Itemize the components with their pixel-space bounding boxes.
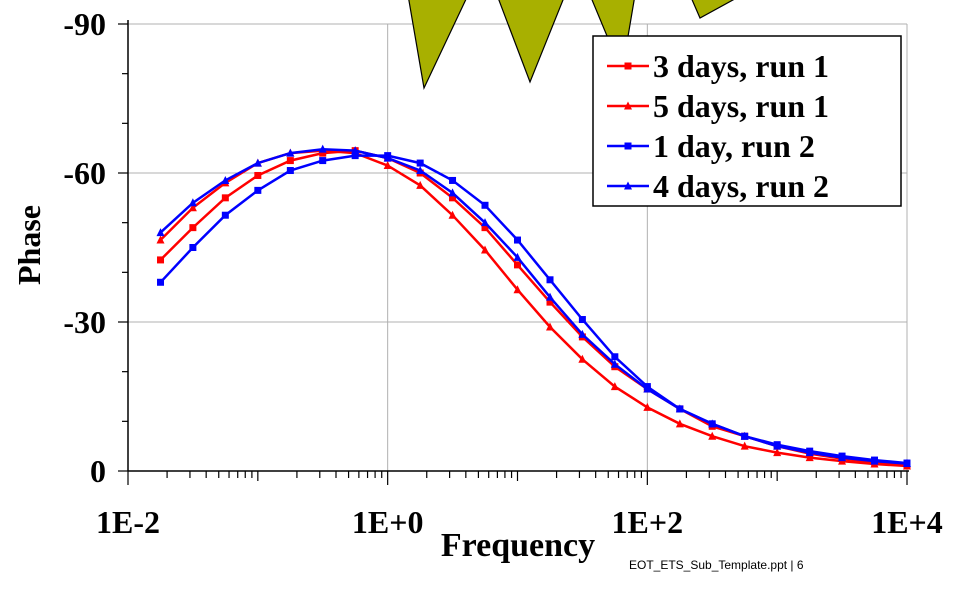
footer-note: EOT_ETS_Sub_Template.ppt | 6 (629, 558, 804, 572)
axes: 0 -30 -60 -90 1E-2 1E+0 1E+2 1E+4 (63, 6, 942, 540)
data-point-square (481, 201, 489, 209)
data-point-triangle (351, 146, 360, 155)
data-point-triangle (513, 285, 522, 294)
data-point-square (319, 157, 327, 165)
y-tick-label: -60 (63, 155, 106, 191)
data-point-triangle (416, 180, 425, 189)
legend-box (592, 35, 902, 207)
data-point-triangle (740, 431, 749, 440)
data-point-square (189, 244, 197, 251)
y-tick-label: -30 (63, 304, 106, 340)
data-point-triangle (156, 235, 165, 244)
y-tick-label: 0 (90, 453, 106, 489)
data-point-square (189, 224, 197, 232)
data-point-triangle (546, 322, 555, 331)
data-point-square (449, 176, 457, 184)
data-point-triangle (318, 144, 327, 153)
data-point-triangle (481, 245, 490, 254)
data-point-square (546, 298, 554, 306)
data-point-triangle (903, 459, 911, 468)
data-point-triangle (708, 419, 717, 428)
data-point-square (578, 316, 586, 324)
data-point-square (157, 278, 165, 286)
data-point-triangle (448, 210, 457, 219)
star-spike (498, 0, 564, 84)
data-point-triangle (188, 203, 197, 212)
x-axis-title: Frequency (441, 527, 595, 564)
data-point-square (221, 211, 229, 219)
legend-item: 5 days, run 1 (607, 88, 829, 124)
series-line (159, 147, 908, 465)
data-point-square (416, 159, 424, 167)
data-point-square (514, 236, 521, 244)
data-point-triangle (383, 161, 392, 170)
legend-item: 3 days, run 1 (607, 48, 829, 84)
data-point-triangle (624, 101, 632, 110)
series-4-days-run-2 (156, 144, 911, 468)
legend-label: 1 day, run 2 (653, 128, 815, 164)
data-point-square (611, 353, 619, 361)
data-point-triangle (643, 384, 652, 393)
x-tick-label: 1E+0 (352, 504, 424, 540)
y-tick-label: -90 (63, 6, 106, 42)
data-point-square (514, 261, 521, 269)
legend: 3 days, run 1 5 days, run 1 1 day, run 2 4 … (592, 35, 902, 207)
data-point-square (286, 157, 294, 165)
x-tick-label: 1E+4 (871, 504, 943, 540)
data-point-triangle (643, 402, 652, 411)
data-point-triangle (805, 453, 814, 462)
data-point-square (351, 152, 359, 160)
y-axis-title: Phase (11, 205, 47, 285)
data-point-square (624, 62, 632, 70)
data-point-triangle (773, 448, 782, 457)
data-point-triangle (448, 188, 457, 197)
data-point-triangle (546, 292, 555, 301)
data-point-triangle (773, 441, 782, 450)
data-point-triangle (624, 181, 632, 190)
series-group (156, 144, 911, 470)
data-point-square (481, 224, 489, 232)
data-point-square (449, 194, 457, 202)
legend-label: 5 days, run 1 (653, 88, 829, 124)
data-point-square (254, 186, 262, 194)
x-tick-label: 1E-2 (96, 504, 160, 540)
data-point-triangle (675, 404, 684, 413)
data-point-triangle (740, 441, 749, 450)
data-point-triangle (838, 453, 847, 462)
data-point-triangle (675, 419, 684, 428)
legend-label: 4 days, run 2 (653, 168, 829, 204)
data-point-triangle (610, 382, 619, 391)
legend-item: 1 day, run 2 (607, 128, 815, 164)
data-point-triangle (708, 431, 717, 440)
data-point-triangle (221, 175, 230, 184)
series-line (159, 154, 908, 465)
data-point-triangle (513, 252, 522, 261)
data-point-triangle (610, 359, 619, 368)
data-point-square (546, 276, 554, 284)
data-point-triangle (383, 153, 392, 162)
data-point-square (221, 194, 229, 202)
data-point-square (624, 142, 632, 150)
star-spike (408, 0, 467, 90)
data-point-square (286, 167, 294, 175)
data-point-square (254, 171, 262, 179)
data-point-triangle (481, 218, 490, 227)
x-tick-label: 1E+2 (612, 504, 684, 540)
data-point-triangle (578, 354, 587, 363)
data-point-triangle (416, 166, 425, 175)
data-point-triangle (805, 448, 814, 457)
data-point-triangle (870, 456, 879, 465)
data-point-triangle (578, 329, 587, 338)
data-point-triangle (188, 198, 197, 207)
data-point-triangle (156, 228, 165, 237)
data-point-triangle (286, 148, 295, 157)
star-spike (691, 0, 735, 19)
data-point-square (157, 256, 165, 264)
legend-label: 3 days, run 1 (653, 48, 829, 84)
data-point-triangle (253, 158, 262, 167)
legend-item: 4 days, run 2 (607, 168, 829, 204)
